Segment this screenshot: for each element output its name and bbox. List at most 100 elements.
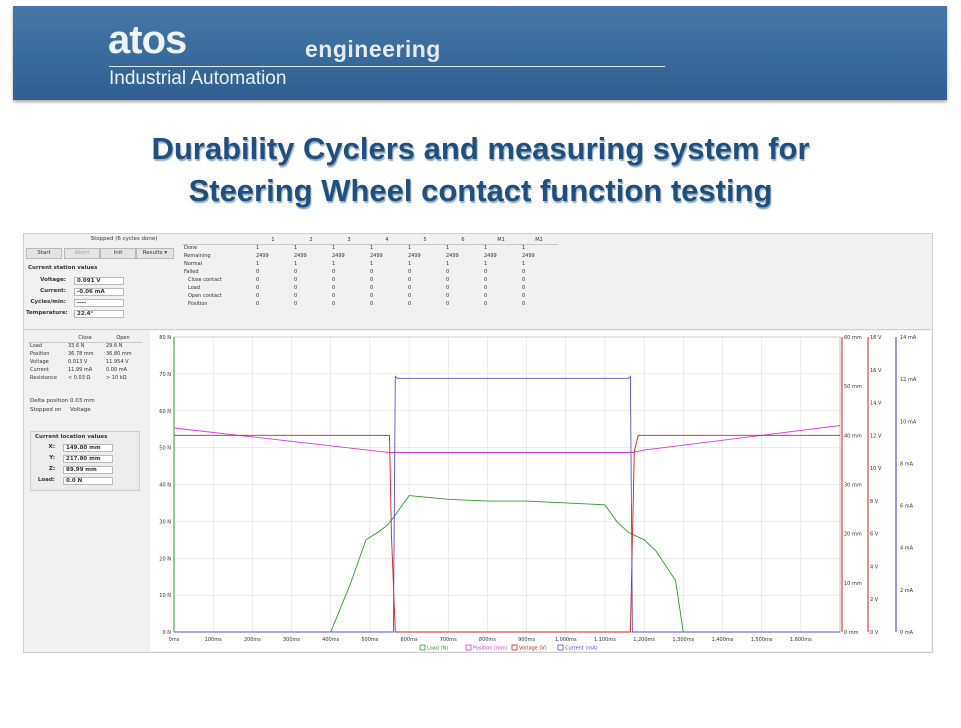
x-value: 149.80 mm — [63, 444, 113, 452]
init-button[interactable]: Init — [100, 248, 136, 259]
summary-row-label: Position — [188, 301, 208, 307]
load-tick-label: 0 N — [162, 630, 171, 636]
summary-cell: 2499 — [522, 253, 535, 259]
voltage-tick-label: 12 V — [870, 433, 882, 439]
summary-cell: 2499 — [408, 253, 421, 259]
summary-cell: 0 — [370, 293, 374, 299]
summary-cell: 1 — [484, 245, 488, 252]
legend-label: Voltage (V) — [519, 646, 547, 652]
abort-button[interactable]: Abort — [64, 248, 100, 259]
summary-cell: 0 — [256, 277, 260, 283]
summary-col-header[interactable]: 4 — [368, 236, 406, 245]
summary-cell: 0 — [294, 285, 298, 291]
load-tick-label: 40 N — [159, 483, 171, 489]
summary-row: Open contact 0 0 0 0 0 0 0 0 — [182, 292, 558, 300]
summary-cell: 0 — [446, 301, 450, 307]
summary-col-header[interactable]: 6 — [444, 236, 482, 245]
summary-cell: 0 — [370, 301, 374, 307]
summary-row-label: Open contact — [188, 293, 222, 299]
current-tick-label: 4 mA — [900, 546, 914, 552]
summary-cell: 0 — [256, 293, 260, 299]
measurement-table: Close Open Load 33.6 N 29.6 N Position 36.78… — [28, 334, 142, 382]
current-value: -0.06 mA — [74, 288, 124, 296]
summary-col-header[interactable]: 2 — [292, 236, 330, 245]
summary-cell: 0 — [522, 277, 526, 283]
load-tick-label: 20 N — [159, 556, 171, 562]
measurement-row: Voltage 0.013 V 11.954 V — [28, 358, 142, 366]
summary-row: Normal 1 1 1 1 1 1 1 1 — [182, 260, 558, 268]
y-value: 217.80 mm — [63, 455, 113, 463]
brand-logo-text: atos — [108, 18, 187, 62]
position-tick-label: 30 mm — [844, 483, 862, 489]
summary-cell: 1 — [408, 245, 412, 252]
summary-cell: 2499 — [332, 253, 345, 259]
summary-cell: 0 — [484, 285, 488, 291]
summary-col-header[interactable]: 3 — [330, 236, 368, 245]
z-label: Z: — [48, 466, 55, 472]
load-tick-label: 10 N — [159, 593, 171, 599]
y-label: Y: — [49, 455, 55, 461]
measurement-close: 0.013 V — [68, 359, 88, 365]
status-text: Stopped (6 cycles done) — [90, 236, 158, 242]
summary-cell: 0 — [294, 293, 298, 299]
summary-col-header[interactable]: 1 — [254, 236, 292, 245]
summary-cell: 1 — [332, 245, 336, 252]
measurement-open: 36.80 mm — [106, 351, 132, 357]
summary-row: Done 1 1 1 1 1 1 1 1 — [182, 244, 558, 252]
summary-col-header[interactable]: 5 — [406, 236, 444, 245]
load-value: 0.0 N — [63, 477, 113, 485]
voltage-value: 0.091 V — [74, 277, 124, 285]
x-label: X: — [48, 444, 55, 450]
header-banner: atos engineering Industrial Automation — [13, 6, 947, 100]
measurement-row: Position 36.78 mm 36.80 mm — [28, 350, 142, 358]
voltage-tick-label: 10 V — [870, 466, 882, 472]
summary-cell: 0 — [484, 301, 488, 307]
measurement-open: 0.00 mA — [106, 367, 128, 373]
measurement-panel: Close Open Load 33.6 N 29.6 N Position 36.78… — [26, 332, 146, 492]
summary-cell: 0 — [332, 277, 336, 283]
summary-cell: 0 — [522, 269, 526, 275]
stopped-value: Voltage — [70, 407, 91, 413]
summary-cell: 2499 — [294, 253, 307, 259]
legend-swatch — [465, 644, 472, 651]
temperature-value: 22.4° — [74, 310, 124, 318]
summary-cell: 0 — [408, 301, 412, 307]
summary-col-header[interactable]: M2 — [520, 236, 558, 245]
summary-cell: 0 — [408, 293, 412, 299]
voltage-tick-label: 0 V — [870, 630, 879, 636]
brand-subtitle: engineering — [305, 36, 441, 62]
stopped-row: Stopped on Voltage — [30, 407, 91, 413]
summary-cell: 0 — [484, 269, 488, 275]
summary-cell: 0 — [332, 301, 336, 307]
summary-cell: 0 — [484, 277, 488, 283]
load-tick-label: 30 N — [159, 519, 171, 525]
summary-cell: 1 — [522, 261, 526, 267]
summary-cell: 0 — [294, 301, 298, 307]
page-title: Durability Cyclers and measuring system … — [0, 128, 961, 212]
results-button[interactable]: Results ▾ — [136, 248, 174, 259]
station-values-title: Current station values — [28, 265, 98, 271]
x-tick-label: 400ms — [322, 637, 339, 643]
legend-swatch — [419, 644, 426, 651]
x-tick-label: 1,300ms — [672, 637, 694, 643]
summary-cell: 1 — [294, 261, 298, 267]
summary-cell: 1 — [332, 261, 336, 267]
load-tick-label: 80 N — [159, 335, 171, 341]
current-tick-label: 10 mA — [900, 419, 917, 425]
summary-cell: 0 — [446, 269, 450, 275]
summary-col-header[interactable]: M1 — [482, 236, 520, 245]
summary-cell: 0 — [446, 293, 450, 299]
current-tick-label: 0 mA — [900, 630, 914, 636]
summary-row-label: Done — [184, 245, 198, 252]
measurement-row: Load 33.6 N 29.6 N — [28, 342, 142, 350]
x-tick-label: 900ms — [518, 637, 535, 643]
meas-col-open: Open — [104, 334, 142, 343]
load-tick-label: 50 N — [159, 446, 171, 452]
summary-cell: 0 — [256, 285, 260, 291]
summary-cell: 0 — [294, 269, 298, 275]
summary-cell: 0 — [484, 293, 488, 299]
measurement-close: 36.78 mm — [68, 351, 94, 357]
summary-corner — [182, 236, 254, 245]
start-button[interactable]: Start — [26, 248, 62, 259]
chart-area: 0ms 100ms 200ms 300ms 400ms 500ms 600ms 700ms 80… — [150, 331, 931, 651]
